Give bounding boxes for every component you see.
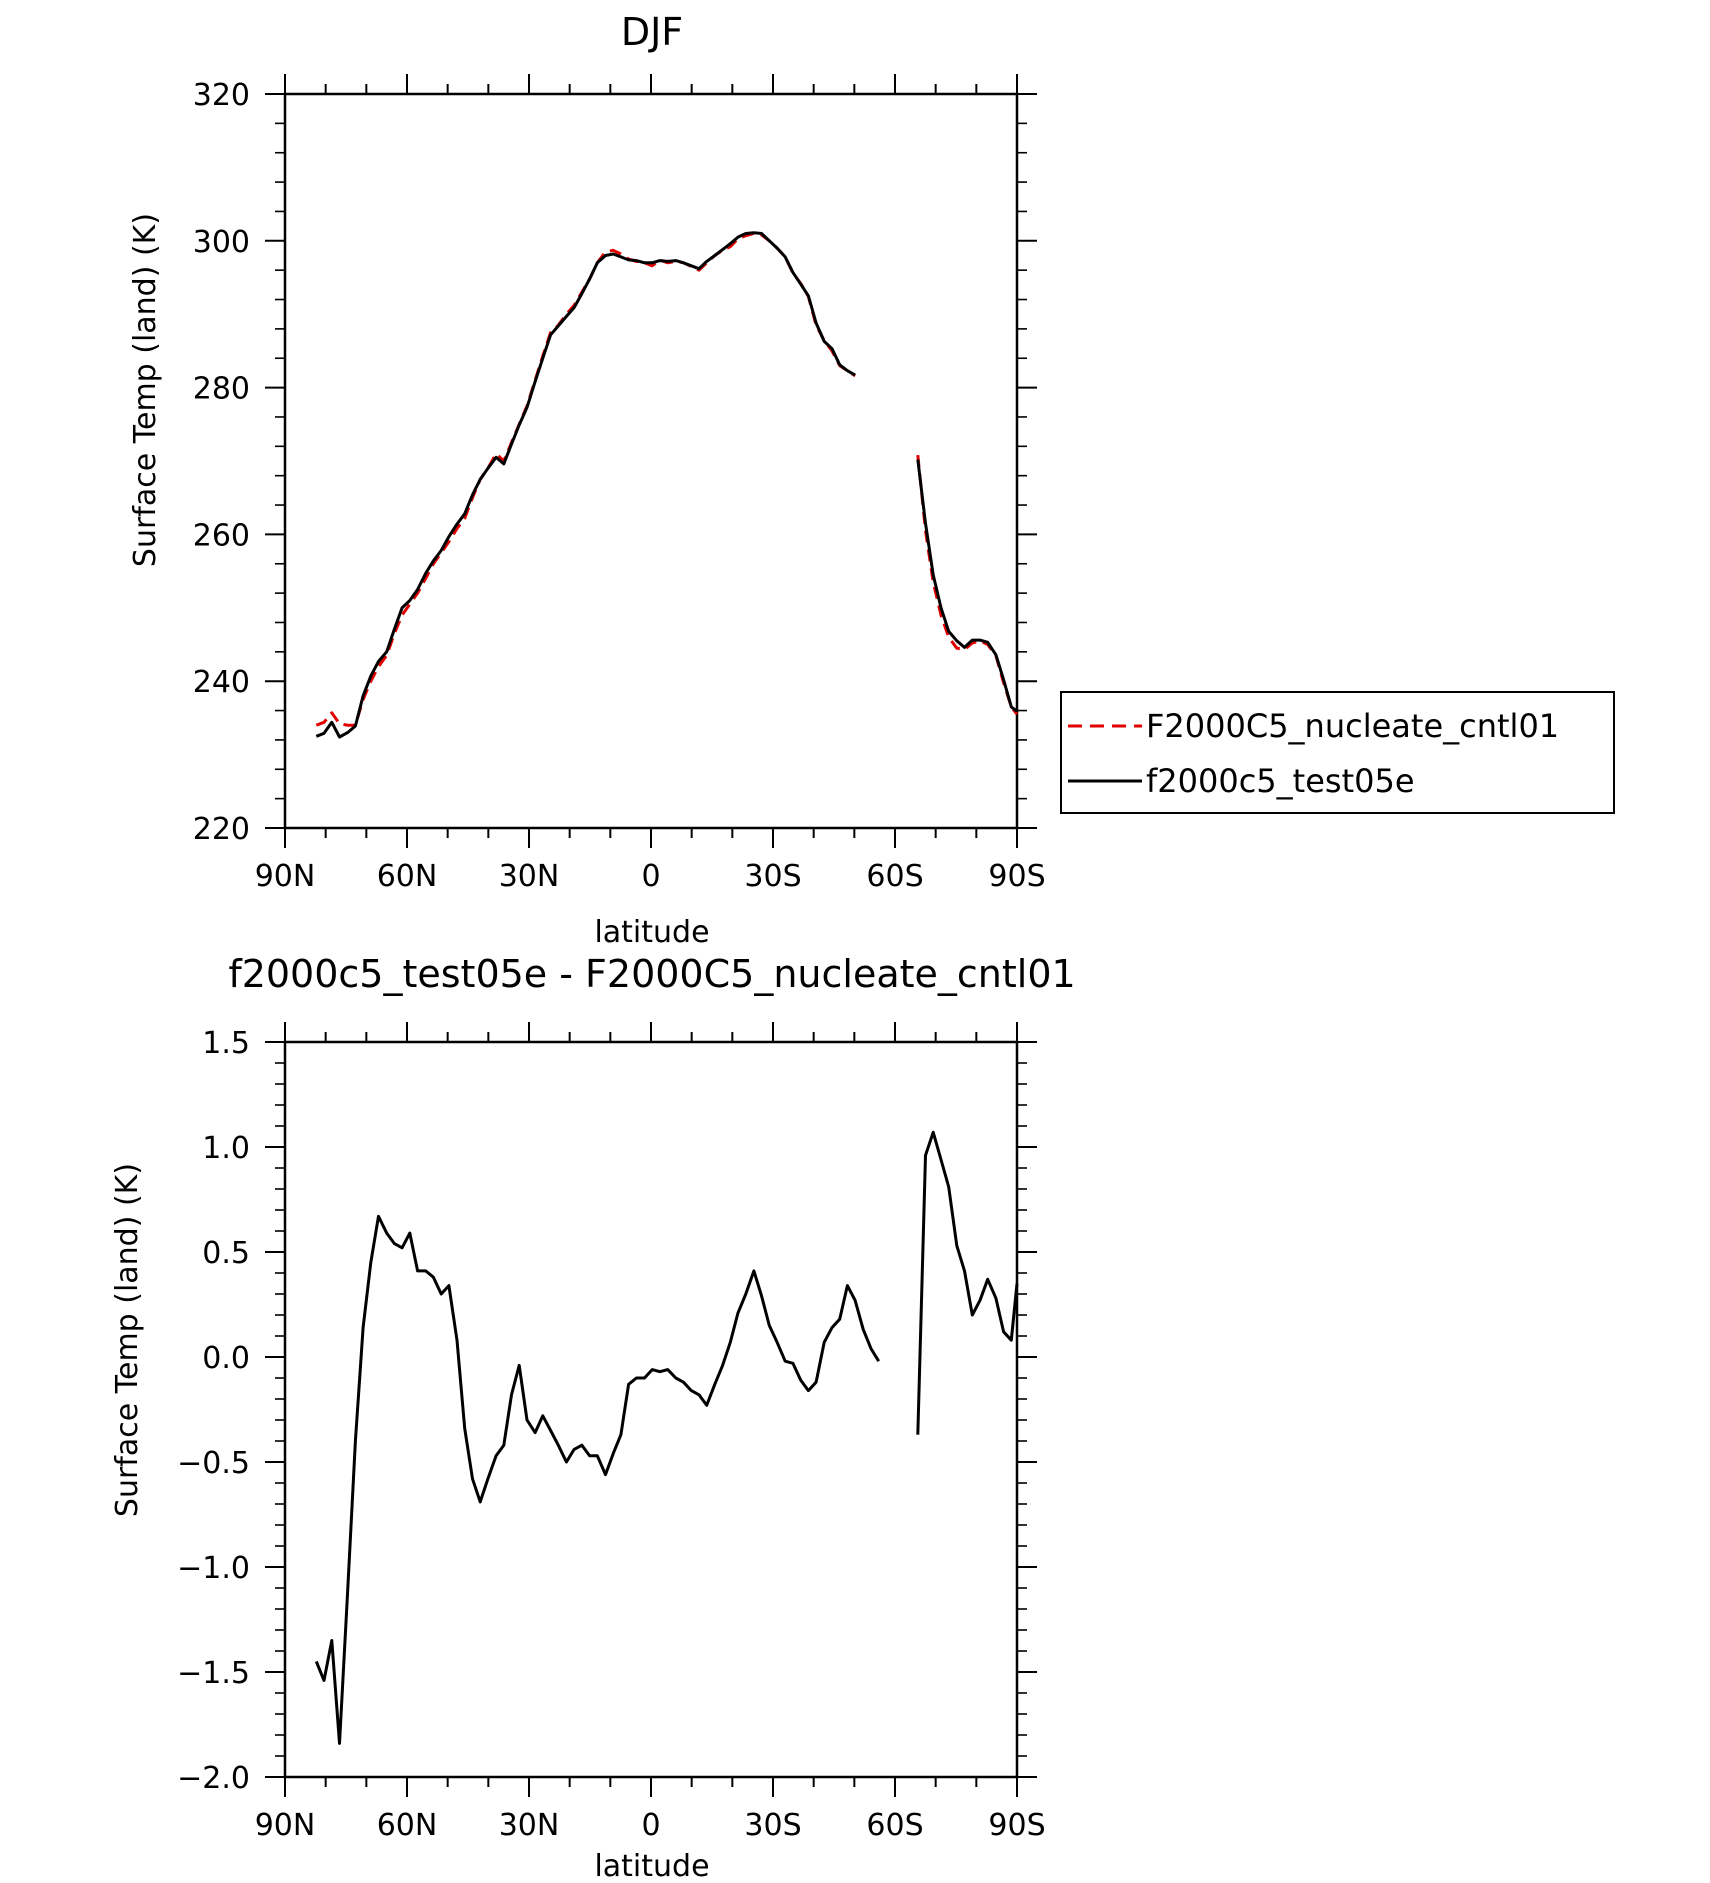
x-tick-label: 0 bbox=[641, 859, 660, 894]
y-tick-label: 260 bbox=[193, 518, 250, 553]
y-tick-label: 0.5 bbox=[202, 1236, 250, 1271]
y-tick-label: 300 bbox=[193, 225, 250, 260]
x-tick-label: 0 bbox=[641, 1808, 660, 1843]
y-tick-label: 220 bbox=[193, 812, 250, 847]
y-tick-label: −0.5 bbox=[177, 1446, 250, 1481]
bottom-chart-panel: f2000c5_test05e - F2000C5_nucleate_cntl0… bbox=[110, 952, 1076, 1883]
y-tick-label: −1.5 bbox=[177, 1656, 250, 1691]
bottom-chart-x-ticks: 90N 60N 30N 0 30S 60S 90S bbox=[255, 1022, 1046, 1843]
x-tick-label: 30N bbox=[499, 1808, 560, 1843]
top-chart-panel: DJF 90N 60N 30N 0 30S 60S 90S 220 240 260 280 300 3… bbox=[128, 10, 1046, 950]
series-line-0 bbox=[314, 1130, 1019, 1745]
y-tick-label: 240 bbox=[193, 665, 250, 700]
top-chart-y-axis-label: Surface Temp (land) (K) bbox=[128, 213, 163, 567]
y-tick-label: −2.0 bbox=[177, 1761, 250, 1796]
bottom-chart-x-axis-label: latitude bbox=[594, 1849, 709, 1883]
top-chart-frame bbox=[283, 92, 1019, 830]
x-tick-label: 60N bbox=[377, 859, 438, 894]
top-chart-x-axis-label: latitude bbox=[594, 915, 709, 950]
x-tick-label: 60S bbox=[866, 1808, 923, 1843]
y-tick-label: 280 bbox=[193, 372, 250, 407]
x-tick-label: 30S bbox=[744, 1808, 801, 1843]
bottom-chart-frame bbox=[283, 1040, 1019, 1779]
x-tick-label: 60N bbox=[377, 1808, 438, 1843]
bottom-chart-series bbox=[314, 1130, 1019, 1745]
top-chart-title: DJF bbox=[621, 10, 683, 54]
y-tick-label: −1.0 bbox=[177, 1551, 250, 1586]
legend-box bbox=[1060, 691, 1615, 814]
plot-frame bbox=[283, 1040, 1019, 1779]
legend-label-test05e: f2000c5_test05e bbox=[1146, 762, 1415, 800]
y-tick-label: 1.0 bbox=[202, 1131, 250, 1166]
y-tick-label: 320 bbox=[193, 78, 250, 113]
plot-frame bbox=[283, 92, 1019, 830]
x-tick-label: 90S bbox=[988, 1808, 1045, 1843]
y-tick-label: 1.5 bbox=[202, 1026, 250, 1061]
x-tick-label: 30S bbox=[744, 859, 801, 894]
bottom-chart-y-ticks: −2.0 −1.5 −1.0 −0.5 0.0 0.5 1.0 1.5 bbox=[177, 1026, 1037, 1796]
x-tick-label: 30N bbox=[499, 859, 560, 894]
x-tick-label: 90N bbox=[255, 1808, 316, 1843]
x-tick-label: 90S bbox=[988, 859, 1045, 894]
top-chart-y-ticks: 220 240 260 280 300 320 bbox=[193, 78, 1037, 847]
series-line-1 bbox=[315, 231, 1018, 739]
bottom-chart-title: f2000c5_test05e - F2000C5_nucleate_cntl0… bbox=[228, 952, 1075, 996]
legend-label-cntl01: F2000C5_nucleate_cntl01 bbox=[1146, 707, 1559, 745]
x-tick-label: 90N bbox=[255, 859, 316, 894]
series-line-0 bbox=[315, 232, 1019, 727]
y-tick-label: 0.0 bbox=[202, 1341, 250, 1376]
x-tick-label: 60S bbox=[866, 859, 923, 894]
top-chart-x-ticks: 90N 60N 30N 0 30S 60S 90S bbox=[255, 74, 1046, 894]
top-chart-series bbox=[315, 231, 1019, 739]
legend: F2000C5_nucleate_cntl01 f2000c5_test05e bbox=[1060, 691, 1615, 814]
bottom-chart-y-axis-label: Surface Temp (land) (K) bbox=[110, 1163, 145, 1517]
